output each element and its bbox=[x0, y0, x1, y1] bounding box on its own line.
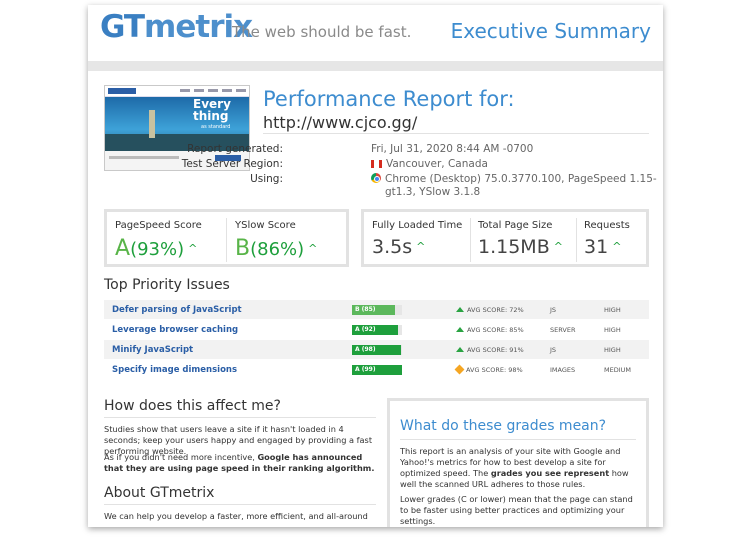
issue-grade-fill bbox=[352, 345, 401, 355]
issue-avg-score: AVG SCORE: 98% bbox=[454, 364, 523, 375]
tagline: The web should be fast. bbox=[232, 23, 412, 41]
fully-loaded-value: 3.5s bbox=[372, 236, 413, 258]
size-up-icon: ^ bbox=[553, 240, 563, 253]
affect-title: How does this affect me? bbox=[104, 398, 281, 414]
issue-priority: HIGH bbox=[604, 306, 621, 314]
issue-priority: HIGH bbox=[604, 346, 621, 354]
issue-avg-score: AVG SCORE: 72% bbox=[456, 306, 524, 314]
up-arrow-icon bbox=[456, 327, 464, 332]
timings-box: Fully Loaded Time 3.5s ^ Total Page Size … bbox=[361, 209, 649, 267]
issue-name[interactable]: Specify image dimensions bbox=[112, 365, 238, 375]
using-value: Chrome (Desktop) 75.0.3770.100, PageSpee… bbox=[371, 173, 657, 199]
header-divider bbox=[88, 61, 663, 71]
yslow-grade: B bbox=[235, 236, 251, 261]
issue-grade-text: B (85) bbox=[355, 306, 376, 313]
up-arrow-icon bbox=[456, 347, 464, 352]
grades-info-paragraph-2: Lower grades (C or lower) mean that the … bbox=[400, 494, 633, 526]
issue-grade-fill bbox=[352, 365, 402, 375]
thumbnail-hero-text: Every thing bbox=[193, 97, 231, 123]
requests-label: Requests bbox=[584, 220, 630, 231]
yslow-score-label: YSlow Score bbox=[235, 220, 296, 231]
report-content: Every thing as standard Performance Repo… bbox=[88, 71, 663, 527]
yslow-up-icon: ^ bbox=[308, 242, 318, 255]
issue-grade-fill bbox=[352, 305, 395, 315]
requests-up-icon: ^ bbox=[612, 240, 622, 253]
issue-type: IMAGES bbox=[550, 366, 576, 374]
issue-row[interactable]: Minify JavaScript A (98) AVG SCORE: 91% JS H… bbox=[104, 340, 649, 360]
grades-info-title: What do these grades mean? bbox=[400, 418, 607, 434]
report-sheet: GTmetrix The web should be fast. Executi… bbox=[88, 5, 663, 527]
page-size-label: Total Page Size bbox=[478, 220, 553, 231]
issue-name[interactable]: Minify JavaScript bbox=[112, 345, 194, 355]
issue-avg-score: AVG SCORE: 91% bbox=[456, 346, 524, 354]
canada-flag-icon bbox=[371, 160, 382, 168]
scores-box: PageSpeed Score A(93%) ^ YSlow Score B(86… bbox=[104, 209, 349, 267]
yslow-percent: (86%) bbox=[250, 239, 305, 260]
issue-grade-bar: A (99) bbox=[352, 365, 402, 375]
test-region-value: Vancouver, Canada bbox=[371, 158, 488, 170]
top-priority-issues-title: Top Priority Issues bbox=[104, 277, 230, 293]
chrome-icon bbox=[371, 173, 381, 183]
issue-grade-text: A (99) bbox=[355, 366, 376, 373]
requests-value: 31 bbox=[584, 236, 609, 258]
requests: Requests 31 ^ bbox=[576, 212, 648, 264]
issue-priority: MEDIUM bbox=[604, 366, 632, 374]
yslow-score: YSlow Score B(86%) ^ bbox=[227, 212, 347, 264]
grades-info-paragraph-1: This report is an analysis of your site … bbox=[400, 446, 629, 489]
issue-grade-bar: A (98) bbox=[352, 345, 402, 355]
issue-grade-bar: A (92) bbox=[352, 325, 402, 335]
issue-row[interactable]: Defer parsing of JavaScript B (85) AVG SCO… bbox=[104, 300, 649, 320]
total-page-size: Total Page Size 1.15MB ^ bbox=[470, 212, 576, 264]
thumbnail-hero-subtext: as standard bbox=[201, 124, 231, 130]
issue-grade-text: A (92) bbox=[355, 326, 376, 333]
pagespeed-score-label: PageSpeed Score bbox=[115, 220, 202, 231]
affect-paragraph-1: Studies show that users leave a site if … bbox=[104, 424, 373, 456]
performance-report-title: Performance Report for: bbox=[263, 87, 515, 111]
issue-row[interactable]: Leverage browser caching A (92) AVG SCORE:… bbox=[104, 320, 649, 340]
issue-grade-bar: B (85) bbox=[352, 305, 402, 315]
fully-loaded-label: Fully Loaded Time bbox=[372, 220, 463, 231]
issue-type: SERVER bbox=[550, 326, 576, 334]
lighthouse-image bbox=[149, 110, 155, 138]
issue-name[interactable]: Leverage browser caching bbox=[112, 325, 239, 335]
affect-paragraph-2: As if you didn't need more incentive, Go… bbox=[104, 452, 375, 473]
about-paragraph: We can help you develop a faster, more e… bbox=[104, 511, 368, 521]
issue-name[interactable]: Defer parsing of JavaScript bbox=[112, 305, 242, 315]
loaded-up-icon: ^ bbox=[416, 240, 426, 253]
grades-info-box: What do these grades mean? This report i… bbox=[387, 398, 649, 527]
pagespeed-up-icon: ^ bbox=[188, 242, 198, 255]
pagespeed-grade: A bbox=[115, 236, 131, 261]
pagespeed-percent: (93%) bbox=[130, 239, 185, 260]
thumbnail-logo bbox=[108, 88, 136, 94]
site-screenshot-thumbnail: Every thing as standard bbox=[104, 85, 250, 171]
up-arrow-icon bbox=[456, 307, 464, 312]
issue-grade-text: A (98) bbox=[355, 346, 376, 353]
report-generated-label: Report generated: bbox=[187, 143, 283, 155]
using-label: Using: bbox=[250, 173, 283, 185]
issue-avg-score: AVG SCORE: 85% bbox=[456, 326, 524, 334]
report-generated-value: Fri, Jul 31, 2020 8:44 AM -0700 bbox=[371, 143, 534, 155]
issue-priority: HIGH bbox=[604, 326, 621, 334]
issue-type: JS bbox=[550, 306, 557, 314]
about-title: About GTmetrix bbox=[104, 485, 215, 501]
issues-table: Defer parsing of JavaScript B (85) AVG SCO… bbox=[104, 300, 649, 380]
fully-loaded-time: Fully Loaded Time 3.5s ^ bbox=[364, 212, 470, 264]
issue-row[interactable]: Specify image dimensions A (99) AVG SCORE:… bbox=[104, 360, 649, 380]
header: GTmetrix The web should be fast. Executi… bbox=[88, 5, 663, 61]
report-url[interactable]: http://www.cjco.gg/ bbox=[263, 113, 418, 132]
test-region-label: Test Server Region: bbox=[181, 158, 283, 170]
warning-diamond-icon bbox=[454, 364, 465, 375]
issue-grade-fill bbox=[352, 325, 398, 335]
pagespeed-score: PageSpeed Score A(93%) ^ bbox=[107, 212, 227, 264]
page-size-value: 1.15MB bbox=[478, 236, 550, 258]
executive-summary-title: Executive Summary bbox=[450, 19, 651, 43]
issue-type: JS bbox=[550, 346, 557, 354]
gtmetrix-logo[interactable]: GTmetrix bbox=[100, 9, 253, 45]
